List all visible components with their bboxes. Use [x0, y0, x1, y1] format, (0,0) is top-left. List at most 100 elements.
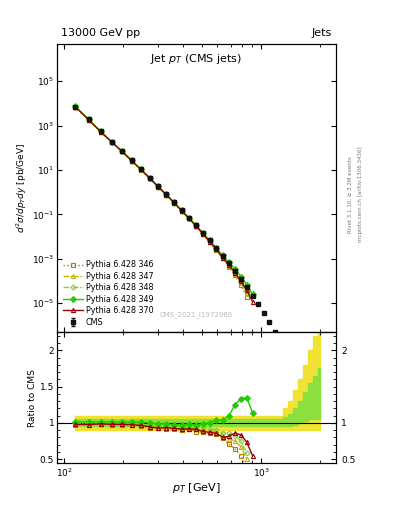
- Pythia 6.428 348: [244, 290, 249, 296]
- Pythia 6.428 349: [201, 230, 206, 236]
- Pythia 6.428 347: [119, 148, 124, 154]
- Line: Pythia 6.428 346: Pythia 6.428 346: [73, 105, 249, 298]
- Pythia 6.428 370: [220, 254, 225, 261]
- Pythia 6.428 346: [220, 255, 225, 261]
- Pythia 6.428 349: [220, 252, 225, 259]
- Pythia 6.428 349: [250, 291, 255, 297]
- Pythia 6.428 347: [147, 175, 152, 181]
- Pythia 6.428 349: [179, 207, 184, 214]
- Pythia 6.428 349: [244, 282, 249, 288]
- Pythia 6.428 348: [201, 230, 206, 237]
- Pythia 6.428 349: [138, 166, 143, 172]
- Y-axis label: Ratio to CMS: Ratio to CMS: [28, 369, 37, 426]
- Pythia 6.428 347: [138, 166, 143, 173]
- Pythia 6.428 349: [172, 199, 176, 205]
- Y-axis label: $d^2\sigma/dp_Tdy$ [pb/GeV]: $d^2\sigma/dp_Tdy$ [pb/GeV]: [15, 143, 29, 233]
- Pythia 6.428 347: [187, 215, 191, 221]
- Pythia 6.428 370: [250, 298, 255, 305]
- Pythia 6.428 349: [164, 191, 169, 197]
- Pythia 6.428 348: [226, 262, 231, 268]
- Pythia 6.428 370: [129, 158, 134, 164]
- Pythia 6.428 348: [119, 148, 124, 154]
- Pythia 6.428 370: [194, 223, 198, 229]
- Line: Pythia 6.428 348: Pythia 6.428 348: [73, 105, 248, 294]
- Pythia 6.428 346: [156, 184, 160, 190]
- Pythia 6.428 346: [179, 208, 184, 214]
- Pythia 6.428 348: [207, 238, 212, 244]
- Pythia 6.428 348: [164, 191, 169, 198]
- Pythia 6.428 370: [201, 231, 206, 237]
- Pythia 6.428 370: [172, 200, 176, 206]
- Pythia 6.428 370: [138, 166, 143, 173]
- Pythia 6.428 346: [187, 216, 191, 222]
- Line: Pythia 6.428 347: Pythia 6.428 347: [73, 104, 249, 296]
- Pythia 6.428 347: [239, 280, 243, 286]
- Pythia 6.428 348: [138, 166, 143, 173]
- Pythia 6.428 370: [164, 192, 169, 198]
- Pythia 6.428 370: [233, 269, 237, 275]
- Pythia 6.428 349: [194, 222, 198, 228]
- Pythia 6.428 347: [109, 139, 114, 145]
- Pythia 6.428 348: [194, 223, 198, 229]
- Pythia 6.428 348: [233, 270, 237, 276]
- Text: Jet $p_T$ (CMS jets): Jet $p_T$ (CMS jets): [151, 52, 242, 66]
- Pythia 6.428 348: [129, 158, 134, 164]
- Pythia 6.428 346: [214, 247, 219, 253]
- Pythia 6.428 346: [129, 158, 134, 164]
- Pythia 6.428 346: [226, 264, 231, 270]
- Pythia 6.428 346: [239, 282, 243, 288]
- Pythia 6.428 370: [73, 104, 78, 110]
- Pythia 6.428 370: [187, 216, 191, 222]
- Pythia 6.428 346: [98, 129, 103, 135]
- Pythia 6.428 347: [201, 231, 206, 237]
- Pythia 6.428 349: [207, 237, 212, 243]
- Pythia 6.428 347: [207, 239, 212, 245]
- Pythia 6.428 349: [233, 266, 237, 272]
- Pythia 6.428 370: [156, 184, 160, 190]
- Pythia 6.428 346: [147, 175, 152, 181]
- Pythia 6.428 349: [214, 245, 219, 251]
- Pythia 6.428 347: [179, 207, 184, 214]
- Pythia 6.428 346: [194, 223, 198, 229]
- Pythia 6.428 346: [233, 272, 237, 279]
- Pythia 6.428 347: [98, 129, 103, 135]
- Pythia 6.428 347: [233, 271, 237, 277]
- Pythia 6.428 347: [172, 200, 176, 206]
- Pythia 6.428 370: [207, 239, 212, 245]
- Text: 13000 GeV pp: 13000 GeV pp: [61, 28, 140, 38]
- Pythia 6.428 347: [86, 117, 91, 123]
- Pythia 6.428 347: [226, 263, 231, 269]
- Pythia 6.428 346: [73, 104, 78, 110]
- Pythia 6.428 346: [119, 148, 124, 154]
- Line: Pythia 6.428 370: Pythia 6.428 370: [73, 105, 255, 304]
- Pythia 6.428 346: [164, 192, 169, 198]
- Pythia 6.428 370: [119, 148, 124, 154]
- Pythia 6.428 348: [220, 254, 225, 260]
- Pythia 6.428 370: [98, 129, 103, 135]
- Pythia 6.428 370: [239, 278, 243, 284]
- Pythia 6.428 348: [98, 129, 103, 135]
- Pythia 6.428 348: [86, 117, 91, 123]
- Pythia 6.428 346: [109, 139, 114, 145]
- Pythia 6.428 348: [156, 183, 160, 189]
- Legend: Pythia 6.428 346, Pythia 6.428 347, Pythia 6.428 348, Pythia 6.428 349, Pythia 6: Pythia 6.428 346, Pythia 6.428 347, Pyth…: [61, 259, 155, 328]
- Pythia 6.428 347: [220, 254, 225, 261]
- Pythia 6.428 349: [73, 103, 78, 110]
- Pythia 6.428 347: [214, 246, 219, 252]
- Pythia 6.428 347: [73, 103, 78, 110]
- Pythia 6.428 348: [73, 103, 78, 110]
- Pythia 6.428 349: [129, 157, 134, 163]
- Pythia 6.428 370: [226, 262, 231, 268]
- Pythia 6.428 370: [86, 117, 91, 123]
- Pythia 6.428 347: [129, 158, 134, 164]
- Text: CMS_2021_I1972986: CMS_2021_I1972986: [160, 311, 233, 318]
- Pythia 6.428 348: [214, 246, 219, 252]
- Pythia 6.428 347: [156, 184, 160, 190]
- Pythia 6.428 349: [226, 259, 231, 265]
- Text: Jets: Jets: [312, 28, 332, 38]
- Pythia 6.428 349: [239, 273, 243, 280]
- Pythia 6.428 348: [239, 279, 243, 285]
- Pythia 6.428 348: [147, 175, 152, 181]
- X-axis label: $p_T$ [GeV]: $p_T$ [GeV]: [172, 481, 221, 495]
- Pythia 6.428 370: [244, 287, 249, 293]
